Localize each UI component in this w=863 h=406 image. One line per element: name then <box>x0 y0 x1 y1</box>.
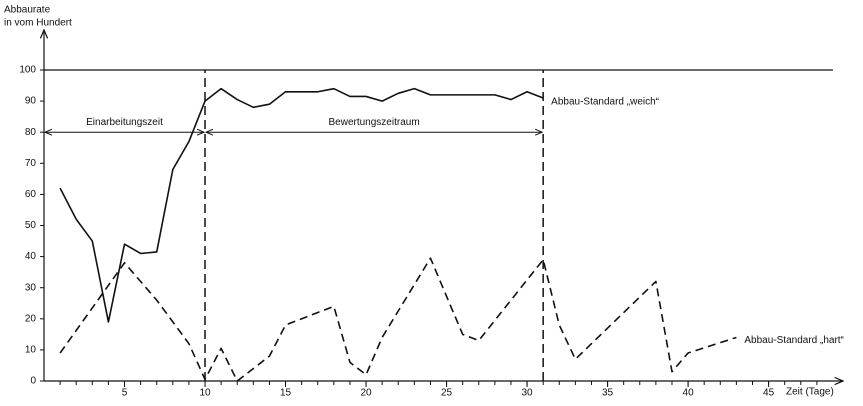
y-tick-label: 70 <box>25 158 37 169</box>
y-tick-label: 0 <box>30 376 36 387</box>
y-tick-label: 90 <box>25 96 37 107</box>
x-tick-label: 45 <box>763 388 775 399</box>
x-tick-label: 35 <box>602 388 614 399</box>
y-tick-label: 40 <box>25 251 37 262</box>
x-tick-label: 5 <box>122 388 128 399</box>
x-tick-label: 40 <box>683 388 695 399</box>
series-line <box>59 87 544 323</box>
y-tick-label: 30 <box>25 282 37 293</box>
y-tick-label: 60 <box>25 189 37 200</box>
period-label: Bewertungszeitraum <box>329 117 420 128</box>
x-tick-label: 15 <box>280 388 292 399</box>
x-axis-label: Zeit (Tage) <box>786 387 834 398</box>
y-tick-label: 80 <box>25 127 37 138</box>
y-tick-label: 10 <box>25 345 37 356</box>
series-line <box>59 257 737 382</box>
x-tick-label: 10 <box>199 388 211 399</box>
y-tick-label: 20 <box>25 313 37 324</box>
series-label: Abbau-Standard „weich“ <box>551 97 659 108</box>
period-label: Einarbeitungszeit <box>86 117 163 128</box>
y-tick-label: 50 <box>25 220 37 231</box>
y-axis-label: Abbaurate <box>4 5 51 16</box>
series-label: Abbau-Standard „hart“ <box>744 335 844 346</box>
y-axis-label: in vom Hundert <box>4 18 72 29</box>
x-tick-label: 30 <box>521 388 533 399</box>
x-tick-label: 25 <box>441 388 453 399</box>
x-tick-label: 20 <box>360 388 372 399</box>
y-tick-label: 100 <box>19 65 36 76</box>
